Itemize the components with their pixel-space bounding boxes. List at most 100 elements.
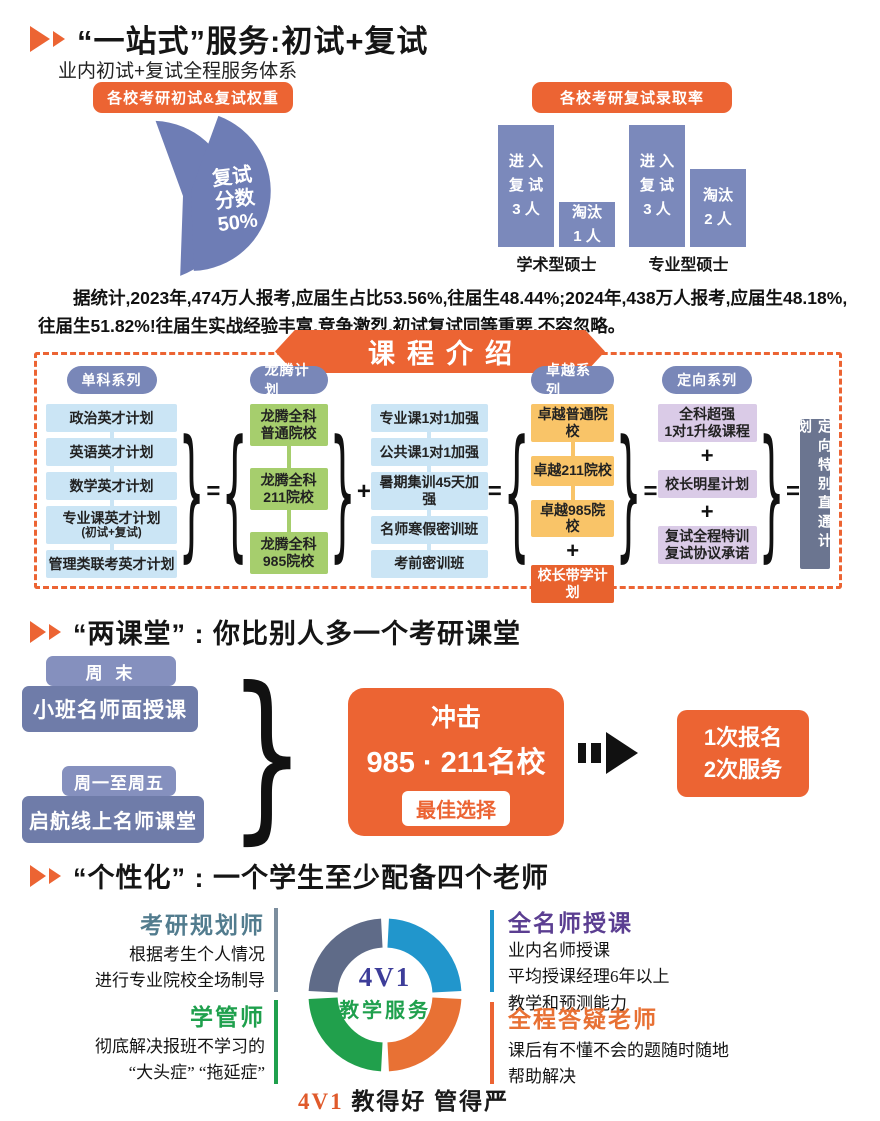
connector [427,543,432,550]
donut-segment-green [308,996,384,1072]
teacher-desc-lecturer: 业内名师授课 平均授课经理6年以上 教学和预测能力 [508,941,670,1013]
donut-center-title: 4V1 [358,962,412,992]
weekend-class-box: 小班名师面授课 [22,686,198,732]
courses-flowchart: 单科系列 政治英才计划 英语英才计划 数学英才计划 专业课英才计划 (初试+复试… [46,362,833,603]
donut-segment-orange [386,996,462,1072]
course-box: 公共课1对1加强 [370,438,488,466]
operator: { [221,408,249,576]
courses-banner: 课程介绍 [275,330,605,373]
course-box: 龙腾全科 985院校 [249,532,328,574]
result-box: 1次报名 2次服务 [677,710,809,797]
divider-bar [274,1000,278,1084]
weekday-tab: 周一至周五 [62,766,176,796]
connector [427,432,432,438]
course-box-main: 专业课英才计划 [62,509,161,526]
teacher-desc-qa: 课后有不懂不会的题随时随地 帮助解决 [508,1041,729,1087]
column-longteng: 龙腾计划 龙腾全科 普通院校 龙腾全科 211院校 龙腾全科 985院校 [249,362,328,574]
column-dingxiang: 定向系列 全科超强 1对1升级课程 + 校长明星计划 + 复试全程特训 复试协议… [657,366,757,564]
operator: { [503,408,530,576]
teacher-heading-planner: 考研规划师 [140,913,265,938]
pie-label-right: 复试 分数 50% [210,163,259,237]
connector [286,446,291,468]
connector [109,432,114,438]
caption-4v1: 4V1 [298,1089,344,1114]
operator: = [786,478,801,505]
bar-group-label-professional: 专业型硕士 [648,257,729,274]
connector [109,500,114,506]
bar-group-label-academic: 学术型硕士 [516,257,597,274]
course-box: 数学英才计划 [46,472,178,500]
divider-bar [490,910,494,992]
course-box: 全科超强 1对1升级课程 [657,404,757,442]
section2-title: “两课堂” : 你比别人多一个考研课堂 [73,619,521,649]
course-box: 龙腾全科 211院校 [249,468,328,510]
pill-dingxiang: 定向系列 [662,366,753,394]
arrow-right-icon [578,732,638,774]
connector [570,441,575,456]
course-box: 卓越普通院校 [531,404,615,442]
pie-label-left: 初试 分数 50% [121,155,173,229]
operator: + [356,478,371,505]
weekend-tab: 周 末 [46,656,176,686]
teacher-heading-qa: 全程答疑老师 [508,1007,658,1032]
teacher-heading-lecturer: 全名师授课 [508,911,633,936]
connector [427,509,432,516]
course-box: 专业课英才计划 (初试+复试) [46,506,178,544]
pie-chart [155,115,271,276]
course-box: 卓越211院校 [531,455,615,486]
divider-bar [490,1002,494,1084]
teacher-desc-manager: 彻底解决报班不学习的 “大头症” “拖延症” [95,1037,265,1083]
cta-box: 冲击 985 · 211名校 最佳选择 [348,688,564,836]
operator: } [329,408,356,576]
operator: = [643,478,658,505]
teacher-desc-planner: 根据考生个人情况 进行专业院校全场制导 [95,945,265,991]
column-direct-plan: 定向特别直通计划 [797,414,833,574]
course-box: 管理类联考英才计划 [46,550,178,578]
section3-header: “个性化” : 一个学生至少配备四个老师 [30,856,549,895]
section1-header: “一站式”服务:初试+复试 [30,16,428,61]
plus-sign: + [700,499,714,524]
brace-glyph: } [228,648,306,860]
cta-line2: 985 · 211名校 [366,747,546,779]
course-box: 龙腾全科 普通院校 [249,404,328,446]
section3-title: “个性化” : 一个学生至少配备四个老师 [73,863,549,893]
course-box: 复试全程特训 复试协议承诺 [657,526,757,564]
connector [286,510,291,532]
best-choice-badge: 最佳选择 [402,791,510,826]
course-box: 校长明星计划 [657,470,757,498]
course-box: 暑期集训45天加强 [370,472,488,510]
course-box: 考前密训班 [370,549,488,578]
cta-line1: 冲击 [430,704,481,732]
pie-chart-badge: 各校考研初试&复试权重 [93,82,293,113]
caption-text: 教得好 管得严 [343,1089,510,1114]
bar-chart: 进 入 复 试 3 人 淘汰 1 人 进 入 复 试 3 人 淘汰 2 人 [498,125,746,247]
donut-center-subtitle: 教学服务 [339,1000,431,1022]
teacher-heading-manager: 学管师 [190,1005,265,1030]
bar-out-academic: 淘汰 1 人 [559,202,615,247]
plus-sign: + [700,443,714,468]
course-box: 卓越985院校 [531,499,615,538]
course-box: 英语英才计划 [46,438,178,466]
course-box: 专业课1对1加强 [370,404,488,432]
double-arrow-icon [30,25,65,52]
course-box-principal: 校长带学计划 [531,565,615,603]
operator: = [206,478,221,505]
course-box: 政治英才计划 [46,404,178,432]
column-zhuoyue: 卓越系列 卓越普通院校 卓越211院校 卓越985院校 + 校长带学计划 [531,362,615,603]
column-single-subject: 单科系列 政治英才计划 英语英才计划 数学英才计划 专业课英才计划 (初试+复试… [46,366,178,578]
donut-chart [308,918,462,1072]
operator: } [615,408,643,576]
section1-subtitle: 业内初试+复试全程服务体系 [58,61,298,82]
bar-chart-badge: 各校考研复试录取率 [532,82,732,113]
operator: } [178,408,205,576]
bar-enter-academic: 进 入 复 试 3 人 [498,125,554,247]
connector [427,466,432,472]
pill-longteng: 龙腾计划 [249,362,328,398]
pill-zhuoyue: 卓越系列 [531,362,615,398]
course-box-sub: (初试+复试) [81,526,142,539]
connector [109,466,114,472]
double-arrow-icon [30,864,61,887]
section2-header: “两课堂” : 你比别人多一个考研课堂 [30,612,521,651]
weekday-class-box: 启航线上名师课堂 [22,796,204,843]
